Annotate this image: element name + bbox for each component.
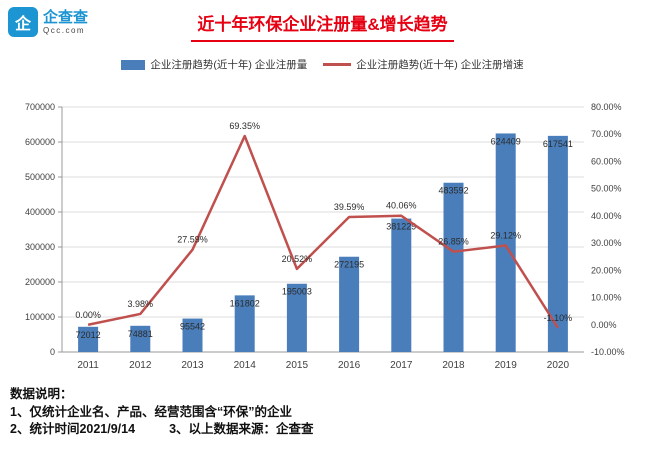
qcc-logo-text: 企查查 Qcc.com (43, 9, 88, 35)
data-notes-line1: 1、仅统计企业名、产品、经营范围含“环保”的企业 (10, 404, 292, 419)
x-axis-tick: 2020 (547, 360, 570, 371)
bar-value-label: 195003 (282, 287, 312, 297)
bar-2018 (443, 182, 464, 352)
left-axis-tick: 400000 (25, 207, 55, 217)
bar-value-label: 272195 (334, 260, 364, 270)
left-axis-tick: 700000 (25, 102, 55, 112)
left-axis-tick: 600000 (25, 137, 55, 147)
x-axis-tick: 2017 (390, 360, 413, 371)
right-axis-tick: 40.00% (591, 211, 622, 221)
x-axis-tick: 2012 (129, 360, 152, 371)
data-notes: 数据说明： 1、仅统计企业名、产品、经营范围含“环保”的企业 2、统计时间202… (10, 386, 314, 439)
bar-value-label: 381229 (386, 222, 416, 232)
bar-2019 (495, 133, 516, 352)
growth-point-label: 40.06% (386, 201, 417, 211)
bar-2013 (182, 318, 203, 352)
bar-swatch-icon (121, 59, 146, 70)
left-axis-tick: 500000 (25, 172, 55, 182)
x-axis-tick: 2019 (495, 360, 518, 371)
bar-2015 (286, 283, 307, 352)
x-axis-tick: 2013 (181, 360, 204, 371)
bar-2012 (130, 325, 151, 352)
bar-2017 (391, 218, 412, 352)
bar-2016 (339, 256, 360, 352)
growth-point-label: 0.00% (75, 310, 101, 320)
bar-value-label: 617541 (543, 139, 573, 149)
data-notes-line2-3: 2、统计时间2021/9/14 3、以上数据来源：企查查 (10, 421, 314, 439)
page-title: 近十年环保企业注册量&增长趋势 (191, 10, 454, 42)
legend-item-line: 企业注册趋势(近十年) 企业注册增速 (323, 57, 524, 72)
right-axis-tick: 60.00% (591, 156, 622, 166)
right-axis-tick: 50.00% (591, 184, 622, 194)
right-axis-tick: -10.00% (591, 347, 625, 357)
bar-value-label: 72012 (76, 330, 101, 340)
qcc-logo-icon: 企 (8, 7, 38, 37)
data-notes-heading: 数据说明： (10, 387, 73, 401)
growth-point-label: 39.59% (334, 202, 365, 212)
x-axis-tick: 2015 (286, 360, 309, 371)
qcc-logo: 企 企查查 Qcc.com (8, 7, 88, 37)
legend-label-line: 企业注册趋势(近十年) 企业注册增速 (356, 59, 524, 71)
title-wrap: 近十年环保企业注册量&增长趋势 (0, 10, 645, 42)
bar-value-label: 161802 (230, 298, 260, 308)
left-axis-tick: 100000 (25, 312, 55, 322)
growth-point-label: -1.10% (544, 313, 573, 323)
bar-2014 (234, 295, 255, 352)
right-axis-tick: 0.00% (591, 320, 617, 330)
qcc-logo-name: 企查查 (43, 8, 89, 26)
x-axis-tick: 2014 (234, 360, 257, 371)
x-axis-tick: 2011 (77, 360, 99, 371)
right-axis-tick: 80.00% (591, 102, 622, 112)
left-axis-tick: 300000 (25, 242, 55, 252)
left-axis-tick: 0 (50, 347, 55, 357)
bar-2011 (78, 326, 99, 352)
right-axis-tick: 70.00% (591, 129, 622, 139)
bar-value-label: 95542 (180, 322, 205, 332)
bar-value-label: 74881 (128, 329, 153, 339)
growth-point-label: 69.35% (229, 121, 260, 131)
line-swatch-icon (323, 63, 352, 66)
data-notes-line2: 2、统计时间2021/9/14 (10, 422, 136, 436)
right-axis-tick: 20.00% (591, 265, 622, 275)
left-axis-tick: 200000 (25, 277, 55, 287)
x-axis-tick: 2016 (338, 360, 361, 371)
bar-line-chart: 700000 600000 500000 400000 300000 200000 1000… (25, 102, 625, 371)
bar-value-label: 624409 (491, 136, 521, 146)
data-notes-line3: 3、以上数据来源：企查查 (169, 422, 314, 436)
chart-legend: 企业注册趋势(近十年) 企业注册量 企业注册趋势(近十年) 企业注册增速 (0, 57, 645, 72)
right-axis-tick: 10.00% (591, 293, 622, 303)
right-axis-tick: 30.00% (591, 238, 622, 248)
bar-2020 (547, 135, 568, 352)
growth-point-label: 27.59% (177, 235, 208, 245)
growth-line (87, 134, 559, 329)
growth-point-label: 20.52% (282, 254, 313, 264)
qcc-logo-domain: Qcc.com (43, 26, 86, 36)
legend-label-bar: 企业注册趋势(近十年) 企业注册量 (150, 59, 308, 71)
growth-point-label: 26.85% (438, 237, 469, 247)
bar-value-label: 483592 (438, 186, 468, 196)
x-axis-tick: 2018 (442, 360, 465, 371)
growth-point-label: 29.12% (490, 231, 521, 241)
legend-item-bar: 企业注册趋势(近十年) 企业注册量 (121, 57, 307, 72)
growth-point-label: 3.98% (128, 299, 154, 309)
